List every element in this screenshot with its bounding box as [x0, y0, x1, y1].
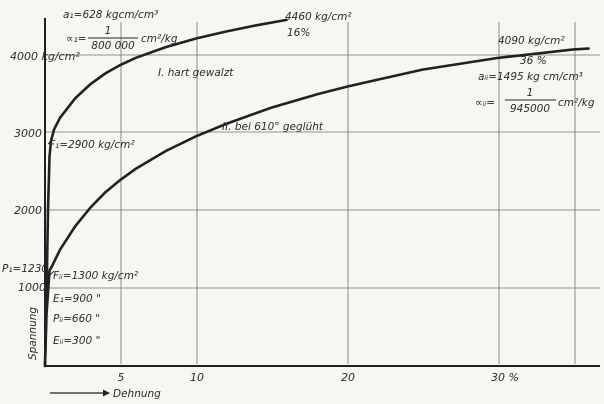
dehnung-arrow-head: [103, 389, 110, 397]
curve-2-end-elongation: 36 %: [520, 55, 547, 67]
y-tick-label: 3000: [14, 127, 42, 140]
alpha2-unit: cm²/kg: [558, 97, 595, 109]
x-tick-label: 10: [190, 371, 204, 384]
alpha2-numerator: 1: [527, 87, 534, 99]
curve-i-hart-gewalzt: [43, 18, 288, 368]
e2-label: Eᵢᵢ=300 ": [53, 335, 100, 347]
alpha1-numerator: 1: [105, 25, 112, 37]
curve-1-end-elongation: 16%: [287, 27, 310, 39]
p2-label: Pᵢᵢ=660 ": [53, 313, 100, 325]
x-tick-label: 5: [118, 371, 125, 384]
alpha1-prefix: ∝₁=: [66, 33, 87, 45]
y-tick-labels: 1000 2000 3000 4000 kg/cm²: [10, 50, 80, 294]
a2-energy-label: aᵢᵢ=1495 kg cm/cm³: [478, 71, 583, 83]
f1-yield-label: F₁=2900 kg/cm²: [49, 139, 135, 151]
x-axis-label: Dehnung: [113, 388, 161, 400]
x-tick-labels: 5 10 20 30 %: [118, 371, 519, 384]
f2-yield-label: Fᵢᵢ=1300 kg/cm²: [53, 270, 139, 282]
y-tick-label: 4000 kg/cm²: [10, 50, 80, 63]
x-tick-label: 20: [341, 371, 355, 384]
x-tick-label: 30 %: [491, 371, 519, 384]
x-axis-label-group: Dehnung: [50, 388, 161, 400]
alpha2-denominator: 945000: [510, 103, 550, 115]
curve-1-end-stress: 4460 kg/cm²: [285, 11, 352, 23]
curve-2-label: II. bei 610° geglüht: [222, 121, 324, 133]
y-tick-label: 2000: [14, 204, 42, 217]
curve-1-label: I. hart gewalzt: [158, 67, 234, 79]
a1-energy-label: a₁=628 kgcm/cm³: [63, 9, 158, 21]
f2-pointer: [49, 270, 55, 276]
f1-pointer: [47, 139, 53, 145]
e1-label: E₁=900 ": [53, 293, 101, 305]
curve-2-end-stress: 4090 kg/cm²: [498, 35, 565, 47]
alpha1-unit: cm²/kg: [141, 33, 178, 45]
p1-label: P₁=1230: [2, 263, 48, 275]
annotations: I. hart gewalzt II. bei 610° geglüht 446…: [2, 9, 595, 347]
alpha1-denominator: 800 000: [91, 40, 135, 52]
curve-ii-geglueht: [43, 47, 590, 368]
y-axis-label: Spannung: [27, 307, 39, 360]
alpha2-prefix: ∝ᵢᵢ=: [475, 97, 495, 109]
y-tick-label: 1000: [18, 281, 46, 294]
